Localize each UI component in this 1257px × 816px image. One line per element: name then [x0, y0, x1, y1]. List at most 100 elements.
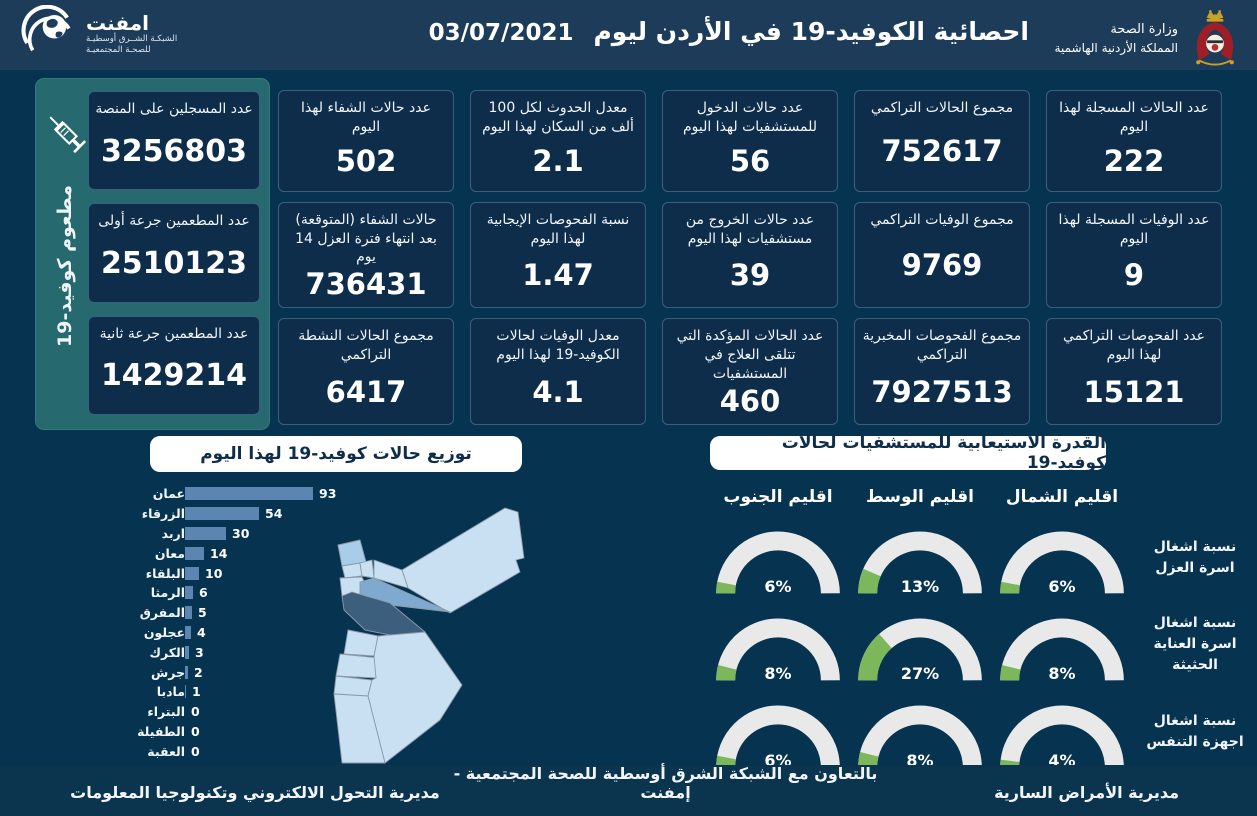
- gauge-row-label: نسبة اشغال اجهزة التنفس: [1146, 712, 1244, 750]
- region-header: اقليم الشمال: [1005, 487, 1119, 507]
- kingdom-name: المملكة الأردنية الهاشمية: [1054, 40, 1178, 55]
- stat-card-label: مجموع الفحوصات المخبرية التراكمي: [862, 328, 1022, 364]
- gauge: 8%: [707, 603, 849, 687]
- ministry-block: وزارة الصحة المملكة الأردنية الهاشمية: [1055, 8, 1243, 68]
- bar-category-label: الزرقاء: [141, 506, 185, 522]
- bar: [185, 685, 186, 699]
- footer-bar: مديرية الأمراض السارية بالتعاون مع الشبك…: [0, 764, 1257, 816]
- stat-card-value: 39: [729, 257, 771, 292]
- page-title: احصائية الكوفيد-19 في الأردن ليوم: [593, 17, 1029, 46]
- stat-card-label: عدد المسجلين على المنصة: [95, 101, 253, 117]
- bar: [185, 645, 189, 659]
- bar: [185, 526, 226, 540]
- bar-value: 10: [205, 565, 223, 581]
- stat-card-label: مجموع الوفيات التراكمي: [870, 211, 1014, 228]
- gauge-value: 27%: [900, 663, 940, 683]
- stat-card-label: عدد الحالات المسجلة لهذا اليوم: [1059, 100, 1209, 135]
- stat-card-label: عدد المطعمين جرعة ثانية: [99, 325, 249, 342]
- bar-category-label: الطفيلة: [137, 723, 185, 739]
- stat-card: مجموع الحالات التراكمي 752617: [854, 90, 1030, 192]
- stat-card: معدل الحدوث لكل 100 ألف من السكان لهذا ا…: [470, 90, 646, 192]
- bar-category-label: البتراء: [147, 704, 185, 720]
- bar-category-label: عجلون: [143, 624, 185, 640]
- gauge-arc: [858, 617, 982, 681]
- map-region-jerash: [359, 559, 375, 579]
- emphnet-logo: امفنت الشبكـة الشــرق أوسطيـة للصحـة الم…: [20, 5, 177, 63]
- emphnet-sub1: الشبكـة الشــرق أوسطيـة: [86, 33, 178, 44]
- stat-card-value: 1429214: [100, 358, 248, 394]
- gauge-section-title: القدرة الاستيعابية للمستشفيات لحالات كوف…: [710, 433, 1106, 473]
- stat-card: نسبة الفحوصات الإيجابية لهذا اليوم 1.47: [470, 201, 646, 309]
- stat-card-value: 222: [1103, 143, 1165, 178]
- stat-card: عدد المسجلين على المنصة 3256803: [88, 91, 260, 191]
- map-region-mafraq: [401, 507, 525, 614]
- gauge-arc: [716, 530, 840, 594]
- bar-row: الكرك 3: [95, 642, 405, 662]
- stat-card-label: عدد المطعمين جرعة أولى: [98, 213, 250, 230]
- stat-card: حالات الشفاء (المتوقعة) بعد انتهاء فترة …: [278, 201, 454, 309]
- bar-row: العقبة 0: [95, 741, 405, 761]
- bar: [185, 606, 192, 620]
- bar-row: اربد 30: [95, 524, 405, 544]
- bar: [185, 487, 313, 501]
- stat-card-label: عدد الوفيات المسجلة لهذا اليوم: [1058, 211, 1210, 247]
- bar-row: البتراء 0: [95, 702, 405, 722]
- gauge-arc: [1000, 617, 1124, 681]
- gauge: 4%: [991, 690, 1133, 774]
- vaccination-panel: مطعوم كوفيد-19 عدد المسجلين على المنصة 32…: [35, 78, 270, 430]
- bar-category-label: اربد: [161, 525, 185, 541]
- bar: [185, 625, 191, 639]
- stat-card-label: عدد الفحوصات التراكمي لهذا اليوم: [1062, 328, 1206, 364]
- bar: [185, 566, 199, 580]
- stat-card-value: 736431: [305, 267, 427, 302]
- emphnet-sub2: للصحـة المجتمعيـة: [86, 45, 151, 55]
- gauge: 6%: [707, 516, 849, 600]
- header-bar: امفنت الشبكـة الشــرق أوسطيـة للصحـة الم…: [0, 0, 1257, 70]
- gauge-arc: [1000, 704, 1124, 768]
- gauge-arc: [1000, 530, 1124, 594]
- bar-value: 1: [192, 684, 201, 700]
- stat-card-value: 3256803: [100, 133, 248, 169]
- bar-row: معان 14: [95, 543, 405, 563]
- bar-value: 0: [191, 743, 200, 759]
- stat-card-label: نسبة الفحوصات الإيجابية لهذا اليوم: [486, 211, 630, 247]
- gauge-arc: [716, 704, 840, 768]
- stat-card-value: 6417: [325, 374, 407, 409]
- bar-category-label: العقبة: [147, 743, 185, 759]
- map-region-madaba: [343, 629, 379, 657]
- bar-value: 0: [191, 723, 200, 739]
- map-region-aqaba: [333, 693, 386, 764]
- gauge: 13%: [849, 516, 991, 600]
- ministry-text: وزارة الصحة المملكة الأردنية الهاشمية: [1055, 22, 1178, 55]
- bar-row: البلقاء 10: [95, 563, 405, 583]
- report-date: 03/07/2021: [428, 20, 574, 46]
- stat-card-value: 2.1: [532, 143, 584, 178]
- jordan-map: [333, 507, 525, 764]
- page-title-block: احصائية الكوفيد-19 في الأردن ليوم 03/07/…: [429, 17, 1029, 46]
- bar: [185, 507, 259, 521]
- bar-category-label: جرش: [150, 664, 185, 680]
- bar-row: عمان 93: [95, 484, 405, 504]
- stat-card-label: عدد حالات الشفاء لهذا اليوم: [301, 100, 431, 135]
- gauge-value: 8%: [764, 663, 792, 683]
- stat-card: عدد الفحوصات التراكمي لهذا اليوم 15121: [1046, 318, 1222, 425]
- stat-card-value: 502: [335, 143, 397, 178]
- stat-card-label: مجموع الحالات التراكمي: [870, 100, 1014, 116]
- gauge: 6%: [991, 516, 1133, 600]
- bar-chart-title: توزيع حالات كوفيد-19 لهذا اليوم: [150, 436, 522, 472]
- bar-value: 0: [191, 704, 200, 720]
- bar-value: 54: [265, 506, 283, 522]
- bar-row: مادبا 1: [95, 682, 405, 702]
- gauge-arc: [716, 617, 840, 681]
- stat-card-label: مجموع الحالات النشطة التراكمي: [298, 328, 434, 364]
- stat-card: مجموع الفحوصات المخبرية التراكمي 7927513: [854, 318, 1030, 425]
- stat-cards-grid: عدد الحالات المسجلة لهذا اليوم 222 مجموع ا…: [278, 90, 1222, 425]
- bar-row: جرش 2: [95, 662, 405, 682]
- bar-category-label: المفرق: [139, 605, 185, 621]
- stat-card: عدد حالات الخروج من مستشفيات لهذا اليوم 3…: [662, 201, 838, 309]
- vaccination-cards: عدد المسجلين على المنصة 3256803 عدد المطعم…: [88, 91, 260, 415]
- bar-category-label: معان: [154, 545, 185, 561]
- stat-card: عدد الوفيات المسجلة لهذا اليوم 9: [1046, 201, 1222, 309]
- stat-card: عدد حالات الشفاء لهذا اليوم 502: [278, 90, 454, 192]
